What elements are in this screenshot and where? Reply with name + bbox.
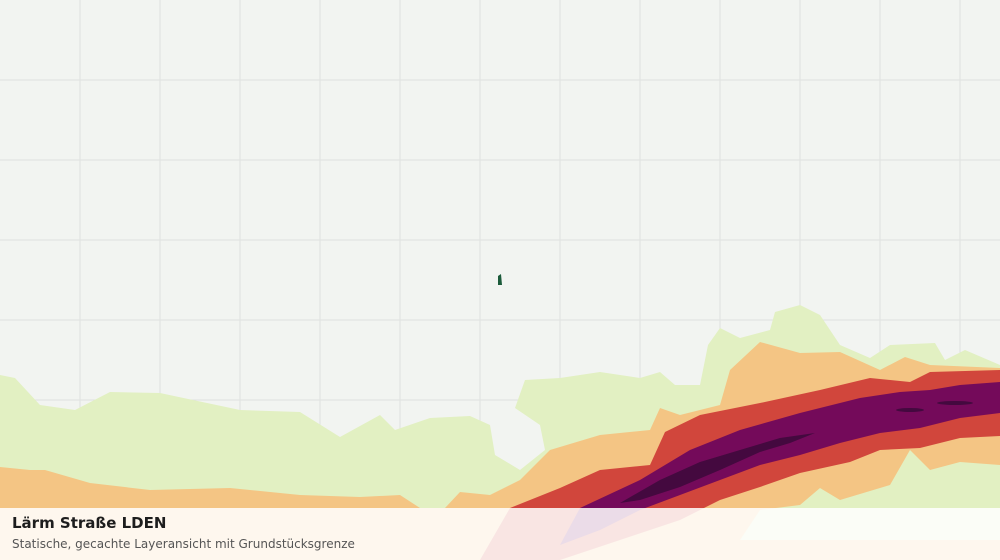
noise-band-mid [0, 342, 1000, 560]
info-panel: Lärm Straße LDEN Statische, gecachte Lay… [0, 508, 1000, 560]
parcel-boundary [498, 274, 502, 285]
noise-band-very-high [560, 382, 1000, 545]
layer-subtitle: Statische, gecachte Layeransicht mit Gru… [12, 537, 355, 551]
noise-spot [896, 408, 924, 412]
layer-title: Lärm Straße LDEN [12, 514, 167, 532]
noise-band-extreme [620, 433, 815, 503]
noise-spot [937, 401, 973, 405]
